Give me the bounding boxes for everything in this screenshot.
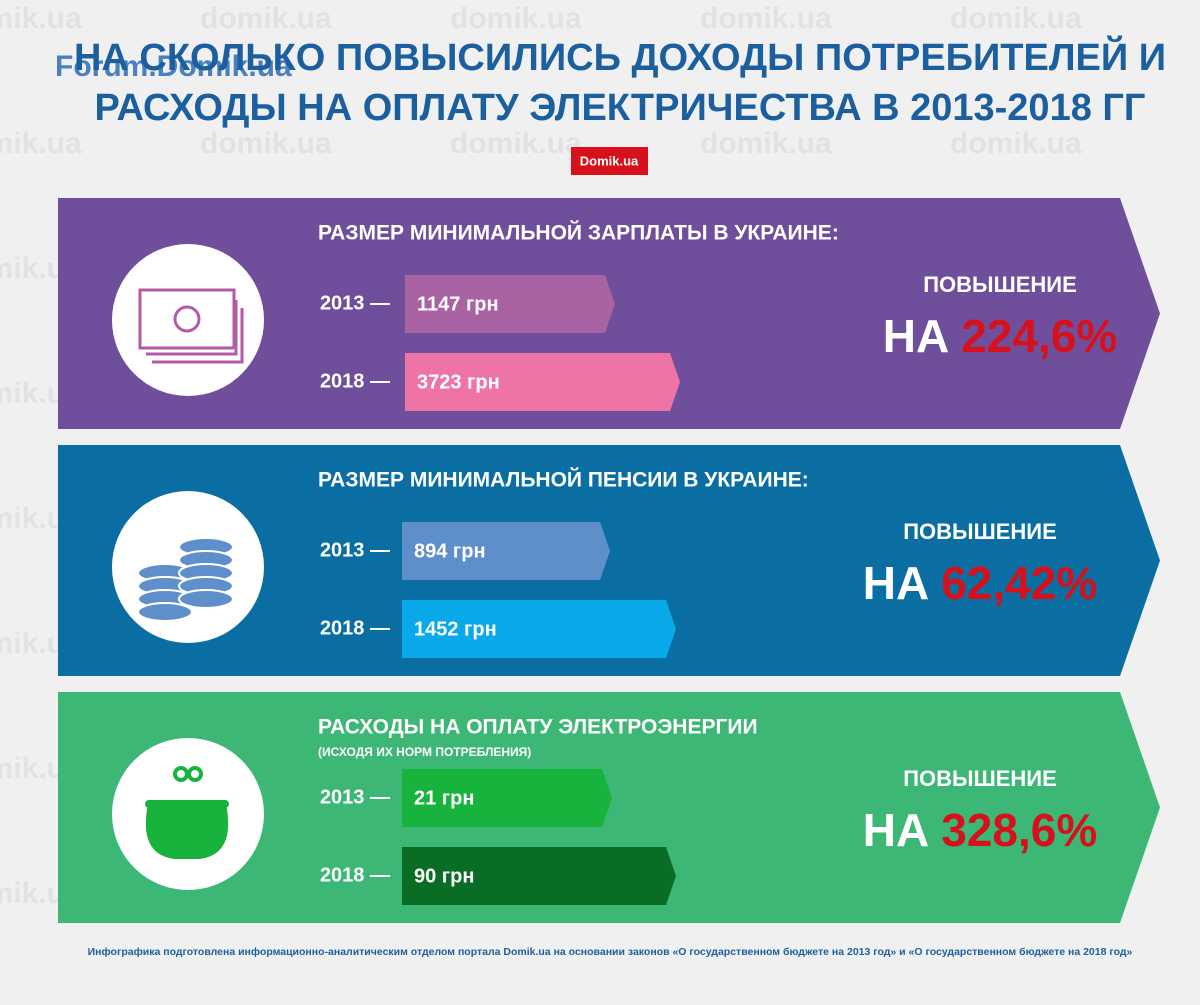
increase-label: ПОВЫШЕНИЕ xyxy=(903,519,1057,544)
amount-bar xyxy=(402,769,612,827)
section-heading: РАСХОДЫ НА ОПЛАТУ ЭЛЕКТРОЭНЕРГИИ xyxy=(318,716,758,739)
watermark: domik.ua xyxy=(0,127,82,160)
section-heading: РАЗМЕР МИНИМАЛЬНОЙ ЗАРПЛАТЫ В УКРАИНЕ: xyxy=(318,221,839,245)
section-subheading: (ИСХОДЯ ИХ НОРМ ПОТРЕБЛЕНИЯ) xyxy=(318,745,531,759)
icon xyxy=(173,305,201,333)
amount-bar xyxy=(405,353,680,411)
section-panel xyxy=(58,445,1160,676)
title-line: РАСХОДЫ НА ОПЛАТУ ЭЛЕКТРИЧЕСТВА В 2013-2… xyxy=(95,87,1146,129)
forum-logo: Forum.Domik.ua xyxy=(55,50,292,83)
increase-value: 224,6% xyxy=(961,310,1117,362)
icon xyxy=(145,804,229,859)
watermark: domik.ua xyxy=(450,2,582,35)
icon-circle xyxy=(112,244,264,396)
row-amount: 21 грн xyxy=(414,787,474,809)
increase-prefix: НА xyxy=(863,804,929,856)
row-amount: 1452 грн xyxy=(414,618,497,640)
watermark: domik.ua xyxy=(450,127,582,160)
increase-label: ПОВЫШЕНИЕ xyxy=(923,272,1077,297)
icon xyxy=(145,800,229,808)
row-amount: 1147 грн xyxy=(417,293,499,315)
row-amount: 3723 грн xyxy=(417,371,500,393)
increase-value: НА 224,6% xyxy=(883,310,1117,362)
row-year: 2013 — xyxy=(320,539,390,561)
icon xyxy=(187,766,203,782)
row-year: 2013 — xyxy=(320,292,390,314)
footer: Инфографика подготовлена информационно-а… xyxy=(88,946,1133,958)
badge: Domik.ua xyxy=(580,153,639,168)
icon xyxy=(138,288,236,350)
row-amount: 894 грн xyxy=(414,540,486,562)
watermark: domik.ua xyxy=(200,127,332,160)
row-year: 2013 — xyxy=(320,786,390,808)
amount-bar xyxy=(405,275,615,333)
section-panel xyxy=(58,692,1160,923)
sections: РАЗМЕР МИНИМАЛЬНОЙ ЗАРПЛАТЫ В УКРАИНЕ: 20… xyxy=(58,198,1160,923)
row-year: 2018 — xyxy=(320,370,390,392)
increase-value: НА 328,6% xyxy=(863,804,1097,856)
increase-label: ПОВЫШЕНИЕ xyxy=(903,766,1057,791)
amount-bar xyxy=(402,522,610,580)
amount-bar xyxy=(402,600,676,658)
section-heading: РАЗМЕР МИНИМАЛЬНОЙ ПЕНСИИ В УКРАИНЕ: xyxy=(318,468,809,492)
badge-bg xyxy=(571,147,648,175)
icon xyxy=(178,589,234,609)
row-year: 2018 — xyxy=(320,617,390,639)
watermark: domik.ua xyxy=(700,2,832,35)
icon xyxy=(146,300,244,364)
watermark: domik.ua xyxy=(700,127,832,160)
watermark: domik.ua xyxy=(950,2,1082,35)
watermark: domik.ua xyxy=(950,127,1082,160)
increase-prefix: НА xyxy=(863,557,929,609)
watermark: domik.ua xyxy=(200,2,332,35)
increase-prefix: НА xyxy=(883,310,949,362)
row-amount: 90 грн xyxy=(414,865,474,887)
increase-value: 62,42% xyxy=(941,557,1097,609)
icon xyxy=(137,602,193,622)
increase-value: НА 62,42% xyxy=(863,557,1097,609)
title-line: НА СКОЛЬКО ПОВЫСИЛИСЬ ДОХОДЫ ПОТРЕБИТЕЛЕ… xyxy=(74,34,1166,79)
row-year: 2018 — xyxy=(320,864,390,886)
amount-bar xyxy=(402,847,676,905)
watermark: domik.ua xyxy=(0,2,82,35)
increase-value: 328,6% xyxy=(941,804,1097,856)
